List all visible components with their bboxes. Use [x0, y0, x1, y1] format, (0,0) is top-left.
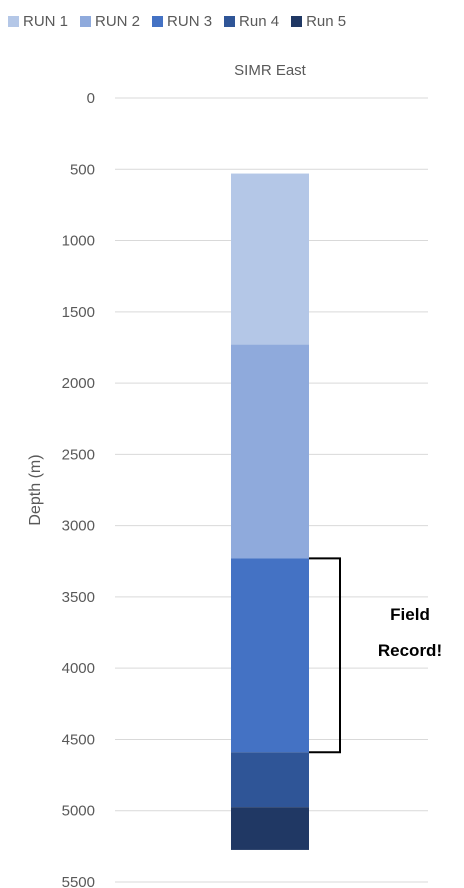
- legend-swatch: [8, 15, 19, 27]
- legend-item-run-4: Run 4: [224, 13, 279, 30]
- bar-segment-run-1: [231, 173, 309, 345]
- y-tick-label: 5500: [62, 874, 95, 888]
- y-tick-label: 1000: [62, 233, 95, 250]
- bar-segment-run-2: [231, 344, 309, 559]
- y-tick-label: 0: [87, 90, 95, 107]
- bar-segment-run-4: [231, 752, 309, 808]
- bar-segments: [231, 173, 309, 850]
- y-tick-label: 2000: [62, 375, 95, 392]
- legend: RUN 1 RUN 2 RUN 3 Run 4 Run 5: [8, 8, 458, 34]
- y-axis-ticks: 0 500 1000 1500 2000 2500 3000 3500 4000 4500 5000…: [62, 90, 95, 888]
- legend-label: RUN 3: [167, 12, 213, 30]
- y-tick-label: 1500: [62, 304, 95, 321]
- legend-label: RUN 2: [95, 12, 141, 30]
- legend-item-run-2: RUN 2: [80, 13, 140, 30]
- annotation-bracket: [309, 557, 341, 754]
- bar-segment-run-5: [231, 807, 309, 850]
- chart-title: SIMR East: [234, 62, 307, 79]
- y-tick-label: 3500: [62, 589, 95, 606]
- legend-swatch: [80, 15, 92, 27]
- y-tick-label: 2500: [62, 446, 95, 463]
- y-tick-label: 4000: [62, 660, 95, 677]
- y-axis-label: Depth (m): [27, 454, 44, 525]
- legend-label: Run 5: [306, 12, 347, 30]
- legend-item-run-5: Run 5: [291, 13, 346, 30]
- annotation-line: Field: [390, 605, 430, 624]
- legend-item-run-1: RUN 1: [8, 13, 68, 30]
- y-tick-label: 4500: [62, 731, 95, 748]
- annotation-text: Field Record!: [378, 605, 442, 660]
- legend-item-run-3: RUN 3: [152, 13, 212, 30]
- legend-label: Run 4: [239, 12, 280, 30]
- legend-label: RUN 1: [23, 12, 69, 30]
- annotation-line: Record!: [378, 641, 442, 660]
- legend-swatch: [224, 15, 236, 27]
- y-tick-label: 500: [70, 161, 95, 178]
- legend-swatch: [152, 15, 164, 27]
- y-tick-label: 5000: [62, 803, 95, 820]
- field-record-annotation: Field Record!: [309, 557, 442, 754]
- y-tick-label: 3000: [62, 518, 95, 535]
- legend-swatch: [291, 15, 303, 27]
- bar-segment-run-3: [231, 558, 309, 753]
